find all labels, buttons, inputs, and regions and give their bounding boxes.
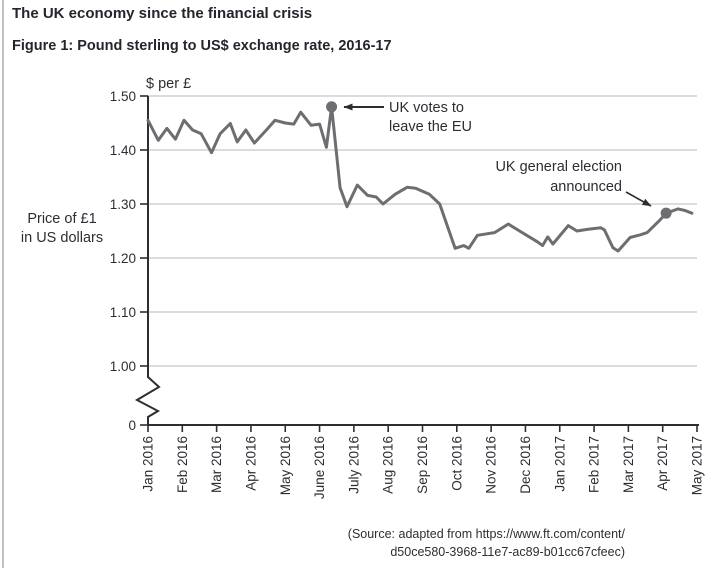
y-tick-label: 1.00: [110, 359, 136, 374]
source-line2: d50ce580-3968-11e7-ac89-b01cc67cfeec): [390, 544, 625, 559]
annotation-brexit-line1: UK votes to: [389, 100, 464, 116]
y-tick-label: 1.20: [110, 251, 136, 266]
event-dot: [326, 101, 338, 113]
x-tick-label: Feb 2017: [587, 436, 602, 493]
y-axis-label-line1: Price of £1: [27, 211, 97, 227]
x-tick-label: Dec 2016: [518, 436, 533, 494]
x-tick-label: Nov 2016: [484, 436, 499, 494]
y-axis-label-line2: in US dollars: [20, 230, 104, 246]
rate-line: [146, 105, 694, 253]
x-tick-label: Feb 2016: [175, 436, 190, 493]
source-note: (Source: adapted from https://www.ft.com…: [200, 526, 625, 561]
x-tick-label: Oct 2016: [449, 436, 464, 491]
y-tick-label: 1.30: [110, 197, 136, 212]
x-tick-label: Apr 2017: [655, 436, 670, 491]
figure-caption: Figure 1: Pound sterling to US$ exchange…: [12, 38, 392, 54]
x-tick-label: Aug 2016: [381, 436, 396, 494]
y-axis-unit-label: $ per £: [146, 76, 191, 92]
annotation-election-line2: announced: [550, 179, 622, 195]
event-dot: [660, 207, 672, 219]
x-tick-label: Jan 2017: [552, 436, 567, 492]
x-tick-label: May 2017: [690, 436, 705, 495]
annotation-election-line1: UK general election: [495, 159, 622, 175]
x-tick-label: Sep 2016: [415, 436, 430, 494]
gridlines-layer: [148, 95, 697, 367]
y-tick-label: 1.50: [110, 89, 136, 104]
x-tick-label: June 2016: [312, 436, 327, 499]
axes-layer: [134, 95, 699, 432]
y-tick-label: 1.40: [110, 143, 136, 158]
x-tick-label: Jan 2016: [141, 436, 156, 492]
series-layer: [146, 101, 694, 253]
annotation-arrow-election: [625, 191, 652, 207]
x-tick-label: Apr 2016: [243, 436, 258, 491]
source-line1: (Source: adapted from https://www.ft.com…: [347, 527, 625, 541]
x-tick-label: May 2016: [278, 436, 293, 495]
y-axis-label: Price of £1 in US dollars: [14, 210, 110, 248]
x-tick-label: Mar 2017: [621, 436, 636, 493]
page-title: The UK economy since the financial crisi…: [12, 5, 313, 22]
x-tick-label: Mar 2016: [209, 436, 224, 493]
y-origin-label: 0: [128, 418, 136, 433]
tick-labels-layer: 1.50 1.40 1.30 1.20 1.10 1.00 0 Jan 2016 Feb 201…: [110, 89, 705, 499]
page-left-border: [2, 0, 4, 568]
y-axis: [134, 96, 161, 425]
y-tick-label: 1.10: [110, 305, 136, 320]
annotation-brexit-line2: leave the EU: [389, 119, 472, 135]
x-tick-label: July 2016: [346, 436, 361, 494]
